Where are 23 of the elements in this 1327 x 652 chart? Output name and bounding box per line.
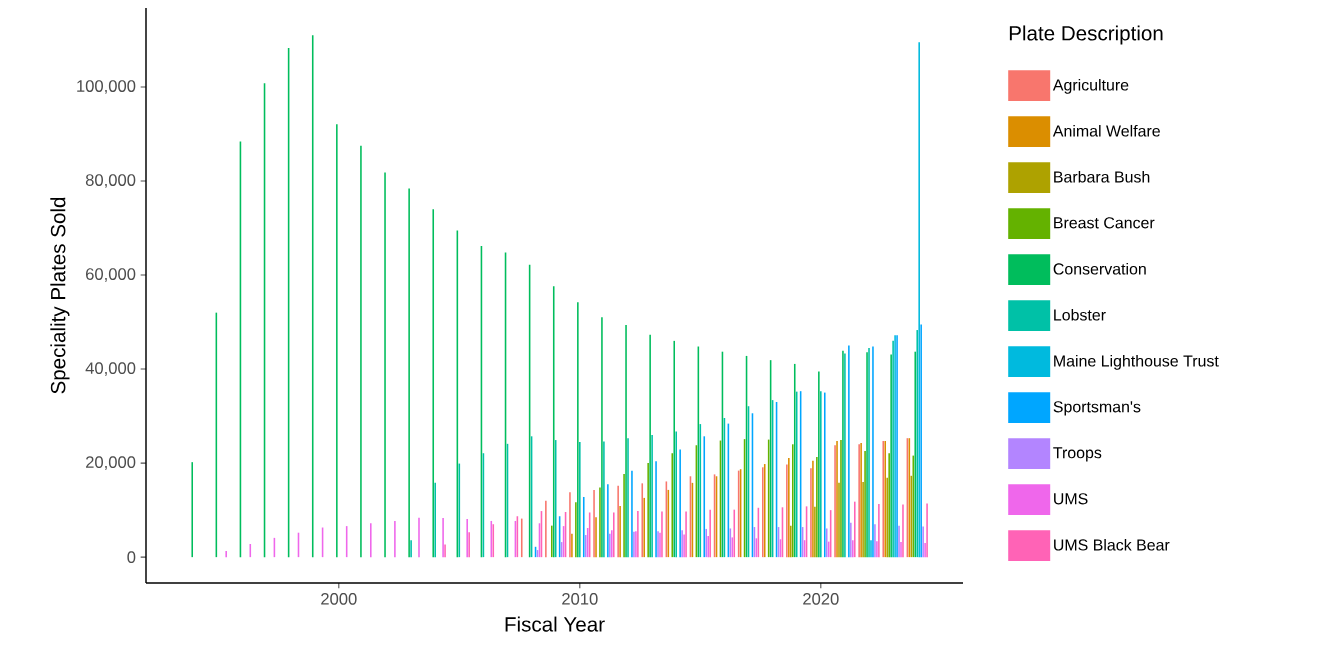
x-tick-label: 2020 [803,593,839,605]
legend-title: Plate Description [1009,25,1163,45]
legend-label: Lobster [1054,308,1106,321]
legend-label: Agriculture [1052,78,1129,94]
y-tick-label: 60,000 [86,268,136,282]
y-tick-label: 80,000 [85,174,136,188]
legend-label: UMS Black Bear [1054,538,1170,551]
y-tick-label: 0 [127,551,136,564]
legend-label: Breast Cancer [1054,217,1155,229]
legend-label: Animal Welfare [1052,124,1160,137]
y-axis-title: Speciality Plates Sold [50,197,70,394]
y-tick-label: 40,000 [85,362,136,376]
y-tick-label: 20,000 [86,456,136,470]
legend-label: Troops [1053,447,1102,462]
legend-label: Maine Lighthouse Trust [1054,354,1219,370]
x-tick-label: 2010 [562,593,598,605]
legend-label: Barbara Bush [1054,170,1150,183]
legend-label: UMS [1054,493,1088,505]
x-axis-title: Fiscal Year [505,616,605,632]
x-tick-label: 2000 [321,593,357,605]
legend-label: Sportsman's [1053,401,1141,416]
legend-label: Conservation [1053,262,1146,275]
y-tick-label: 100,000 [77,80,136,94]
